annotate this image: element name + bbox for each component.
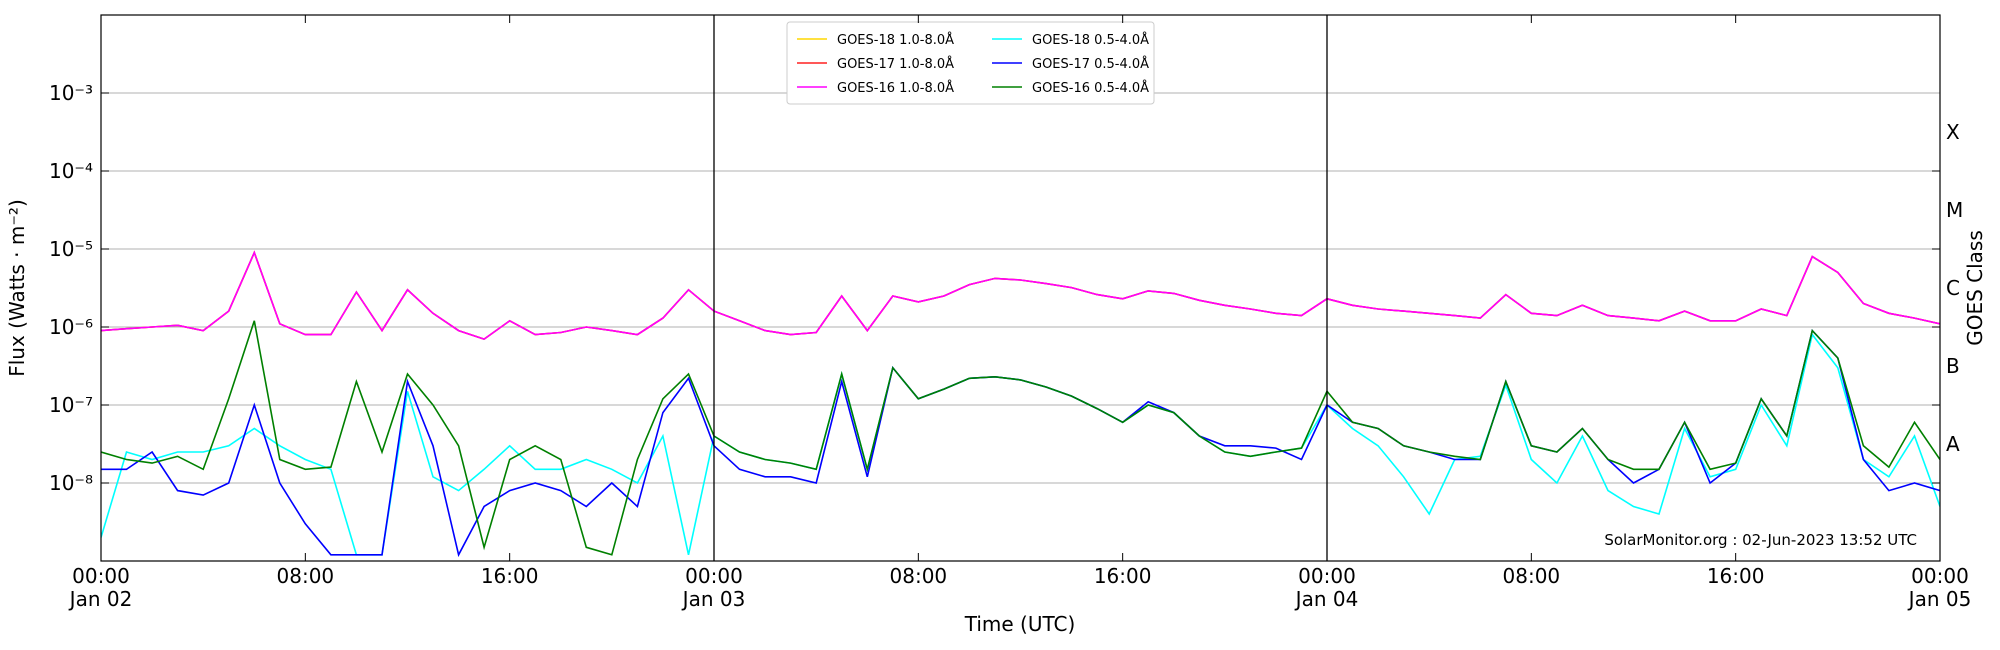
- legend: GOES-18 1.0-8.0Å GOES-17 1.0-8.0Å GOES-16 …: [786, 21, 1155, 105]
- plot-frame: [100, 14, 1941, 562]
- annotation: SolarMonitor.org : 02-Jun-2023 13:52 UTC: [1604, 531, 1917, 549]
- x-tick-label: 00:00 Jan 04: [1295, 564, 1359, 611]
- legend-label: GOES-17 0.5-4.0Å: [1032, 56, 1149, 72]
- y2-tick-label: B: [1946, 354, 1960, 378]
- y-tick-label: 10⁻⁵: [49, 237, 93, 261]
- x-tick-label: 16:00: [480, 564, 539, 588]
- y-tick-label: 10⁻³: [49, 81, 93, 105]
- x-tick-label: 16:00: [1093, 564, 1152, 588]
- y2-axis-label: GOES Class: [1963, 230, 1987, 346]
- series-line: [101, 332, 1940, 556]
- x-tick-label: 00:00 Jan 03: [682, 564, 746, 611]
- legend-label: GOES-16 0.5-4.0Å: [1032, 80, 1149, 96]
- series-line: [101, 250, 1940, 340]
- x-axis-label: Time (UTC): [964, 612, 1076, 636]
- series-line: [101, 328, 1940, 558]
- y2-tick-label: X: [1946, 120, 1960, 144]
- legend-label: GOES-16 1.0-8.0Å: [837, 80, 954, 96]
- series-line: [101, 250, 1940, 340]
- y2-tick-label: C: [1946, 276, 1960, 300]
- series-line: [101, 320, 1940, 556]
- legend-label: GOES-18 0.5-4.0Å: [1032, 32, 1149, 48]
- x-tick-label: 00:00 Jan 05: [1908, 564, 1972, 611]
- plot-area: [101, 250, 1940, 558]
- y-tick-label: 10⁻⁸: [49, 471, 93, 495]
- x-tick-label: 16:00: [1706, 564, 1765, 588]
- series-line: [101, 250, 1940, 340]
- x-tick-label: 08:00: [1502, 564, 1561, 588]
- grid: [101, 92, 1940, 484]
- x-tick-label: 08:00: [889, 564, 948, 588]
- x-tick-label: 00:00 Jan 02: [69, 564, 133, 611]
- legend-box: [786, 21, 1155, 105]
- x-tick-label: 08:00: [276, 564, 335, 588]
- legend-label: GOES-18 1.0-8.0Å: [837, 32, 954, 48]
- y-tick-label: 10⁻⁷: [49, 393, 93, 417]
- y-axis-label: Flux (Watts · m⁻²): [5, 199, 29, 377]
- legend-label: GOES-17 1.0-8.0Å: [837, 56, 954, 72]
- y-tick-label: 10⁻⁴: [49, 159, 93, 183]
- y-tick-label: 10⁻⁶: [49, 315, 93, 339]
- y2-tick-label: A: [1946, 432, 1960, 456]
- y2-tick-label: M: [1946, 198, 1963, 222]
